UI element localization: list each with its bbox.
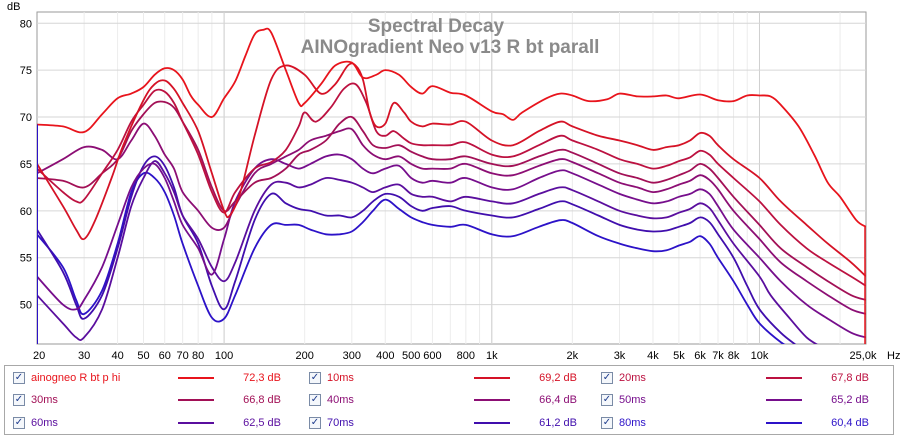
x-tick-label: 300 [343,350,361,362]
legend-item: ✓ 20ms 67,8 dB [601,370,881,386]
series-line [37,171,786,344]
plot-area [36,11,867,345]
x-tick-label: 50 [137,350,149,362]
y-tick-label: 60 [20,206,32,218]
legend-item: ✓ ainogneo R bt p hi 72,3 dB [13,370,293,386]
x-tick-label: 25,0k [850,350,877,362]
x-tick-label: 10k [751,350,769,362]
y-tick-label: 50 [20,300,32,312]
legend-value: 69,2 dB [539,372,577,384]
x-tick-label: 500 [402,350,420,362]
legend-checkbox[interactable]: ✓ [309,417,321,429]
legend-value: 61,2 dB [539,417,577,429]
series-line [37,153,866,339]
x-tick-label: 600 [423,350,441,362]
legend-value: 66,4 dB [539,394,577,406]
legend-series-name: 70ms [327,417,354,429]
x-tick-label: 100 [215,350,233,362]
legend-swatch [766,422,802,424]
y-tick-label: 80 [20,18,32,30]
legend-series-name: 20ms [619,372,646,384]
x-tick-label: 2k [567,350,579,362]
legend-checkbox[interactable]: ✓ [13,372,25,384]
y-axis-label: dB [7,1,20,13]
y-tick-label: 70 [20,112,32,124]
x-tick-label: 40 [111,350,123,362]
legend-value: 65,2 dB [831,394,869,406]
x-tick-label: 20 [33,350,45,362]
legend-value: 60,4 dB [831,417,869,429]
x-tick-label: 6k [694,350,706,362]
series-line [37,82,866,287]
x-tick-label: 7k [712,350,724,362]
x-tick-label: 70 [177,350,189,362]
legend-series-name: 30ms [31,394,58,406]
legend-item: ✓ 80ms 60,4 dB [601,415,881,431]
x-tick-label: 60 [159,350,171,362]
legend-series-name: 50ms [619,394,646,406]
legend-swatch [474,399,510,401]
legend-checkbox[interactable]: ✓ [13,417,25,429]
series-line [37,155,797,344]
legend-item: ✓ 70ms 61,2 dB [309,415,589,431]
legend-series-name: ainogneo R bt p hi [31,372,121,384]
x-tick-label: 30 [78,350,90,362]
legend-series-name: 10ms [327,372,354,384]
x-axis-label: Hz [887,350,900,362]
grid [37,12,866,344]
y-tick-label: 55 [20,253,32,265]
x-tick-label: 800 [457,350,475,362]
legend: ✓ ainogneo R bt p hi 72,3 dB ✓ 10ms 69,2 dB ✓ 2… [4,365,894,435]
legend-value: 66,8 dB [243,394,281,406]
legend-checkbox[interactable]: ✓ [13,394,25,406]
chart-subtitle: AINOgradient Neo v13 R bt parall [301,37,600,58]
legend-series-name: 60ms [31,417,58,429]
legend-value: 72,3 dB [243,372,281,384]
legend-swatch [474,422,510,424]
legend-swatch [766,399,802,401]
x-tick-label: 3k [614,350,626,362]
legend-item: ✓ 10ms 69,2 dB [309,370,589,386]
legend-swatch [178,399,214,401]
x-tick-label: 5k [673,350,685,362]
legend-swatch [178,422,214,424]
legend-item: ✓ 50ms 65,2 dB [601,392,881,408]
x-tick-label: 4k [647,350,659,362]
axis-ticks: 20 30 40 50 60 70 80 100 200 300 400 500 600 800 1k 2k 3… [20,18,877,362]
y-tick-label: 75 [20,65,32,77]
x-tick-label: 8k [728,350,740,362]
legend-item: ✓ 40ms 66,4 dB [309,392,589,408]
legend-checkbox[interactable]: ✓ [309,394,321,406]
legend-value: 67,8 dB [831,372,869,384]
series-line [37,122,866,315]
x-tick-label: 1k [486,350,498,362]
legend-item: ✓ 60ms 62,5 dB [13,415,293,431]
x-tick-label: 200 [296,350,314,362]
series-line [37,100,866,301]
legend-swatch [474,377,510,379]
chart-title: Spectral Decay [368,16,505,37]
legend-checkbox[interactable]: ✓ [601,394,613,406]
x-tick-label: 400 [376,350,394,362]
legend-checkbox[interactable]: ✓ [601,417,613,429]
y-tick-label: 65 [20,159,32,171]
series-line [37,62,866,278]
legend-series-name: 40ms [327,394,354,406]
legend-swatch [766,377,802,379]
legend-value: 62,5 dB [243,417,281,429]
legend-checkbox[interactable]: ✓ [601,372,613,384]
x-tick-label: 80 [192,350,204,362]
legend-series-name: 80ms [619,417,646,429]
series-lines [37,27,866,344]
legend-checkbox[interactable]: ✓ [309,372,321,384]
series-line [37,27,866,228]
legend-item: ✓ 30ms 66,8 dB [13,392,293,408]
spectral-decay-chart: 20 30 40 50 60 70 80 100 200 300 400 500 600 800 1k 2k 3… [7,1,900,362]
legend-swatch [178,377,214,379]
series-line [37,160,818,344]
